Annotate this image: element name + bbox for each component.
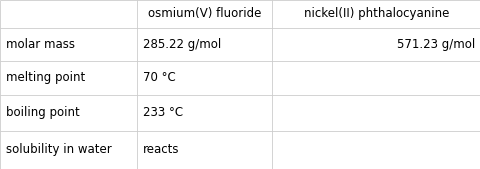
Text: boiling point: boiling point [6, 106, 79, 119]
Text: solubility in water: solubility in water [6, 143, 111, 156]
Text: molar mass: molar mass [6, 38, 74, 51]
Text: 233 °C: 233 °C [143, 106, 182, 119]
Text: reacts: reacts [143, 143, 179, 156]
Text: nickel(II) phthalocyanine: nickel(II) phthalocyanine [303, 7, 448, 20]
Text: 285.22 g/mol: 285.22 g/mol [143, 38, 221, 51]
Text: melting point: melting point [6, 71, 85, 84]
Text: 70 °C: 70 °C [143, 71, 175, 84]
Text: osmium(V) fluoride: osmium(V) fluoride [147, 7, 261, 20]
Text: 571.23 g/mol: 571.23 g/mol [396, 38, 474, 51]
